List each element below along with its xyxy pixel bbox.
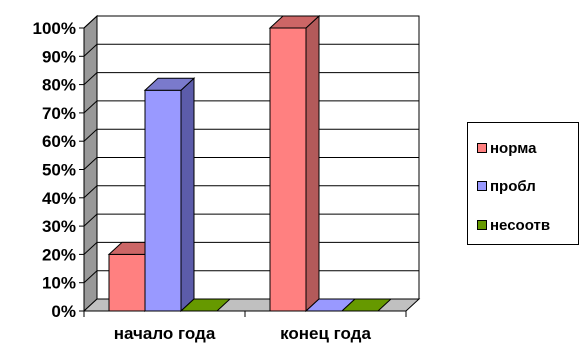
gridline-side — [83, 242, 98, 255]
bar-front — [269, 27, 307, 312]
bar-front — [144, 89, 182, 312]
bar — [179, 298, 232, 312]
y-tick-label: 30% — [42, 217, 76, 236]
y-tick-label: 0% — [51, 302, 76, 321]
bar-top — [143, 77, 196, 91]
y-tick-label: 20% — [42, 245, 76, 264]
legend-label-probl: пробл — [490, 177, 536, 195]
gridline-side — [83, 43, 98, 57]
bar-zero — [340, 298, 393, 312]
legend-label-nesootv: несоотв — [490, 216, 551, 234]
gridline-side — [83, 213, 98, 227]
y-tick-label: 90% — [42, 47, 76, 66]
bar-zero — [179, 298, 232, 312]
y-tick-label: 60% — [42, 132, 76, 151]
y-tick-label: 70% — [42, 104, 76, 123]
gridline-side — [83, 185, 98, 199]
y-tick-label: 40% — [42, 189, 76, 208]
gridline-side — [83, 270, 98, 284]
legend-swatch-norma — [477, 143, 487, 153]
bar-front — [108, 253, 146, 312]
legend-item-probl: пробл — [477, 177, 536, 195]
y-tick-label: 50% — [42, 161, 76, 180]
bar-side — [180, 77, 195, 313]
legend-swatch-nesootv — [477, 220, 487, 230]
gridline-side — [83, 72, 98, 85]
legend-item-nesootv: несоотв — [477, 216, 550, 234]
bars — [107, 14, 393, 313]
legend-label-norma: норма — [490, 139, 537, 157]
bar-top — [268, 15, 321, 29]
gridline-side — [83, 100, 98, 114]
y-tick-label: 100% — [33, 19, 76, 38]
legend-item-norma: норма — [477, 139, 536, 157]
x-category-label: начало года — [114, 324, 216, 343]
bar — [143, 77, 196, 313]
y-tick-label: 10% — [42, 274, 76, 293]
gridline-side — [83, 15, 98, 29]
gridline-side — [83, 128, 98, 142]
gridline-side — [83, 157, 98, 170]
x-axis-categories: начало года конец года — [83, 311, 407, 343]
y-tick-label: 80% — [42, 76, 76, 95]
y-axis-ticks: 0% 10% 20% 30% 40% 50% 60% 70% 80% 90% 100% — [33, 19, 84, 321]
bar-side — [305, 14, 320, 313]
bar — [340, 298, 393, 312]
legend: норма пробл несоотв — [467, 122, 579, 245]
x-category-label: конец года — [280, 324, 371, 343]
legend-swatch-probl — [477, 181, 487, 191]
bar — [268, 14, 321, 313]
